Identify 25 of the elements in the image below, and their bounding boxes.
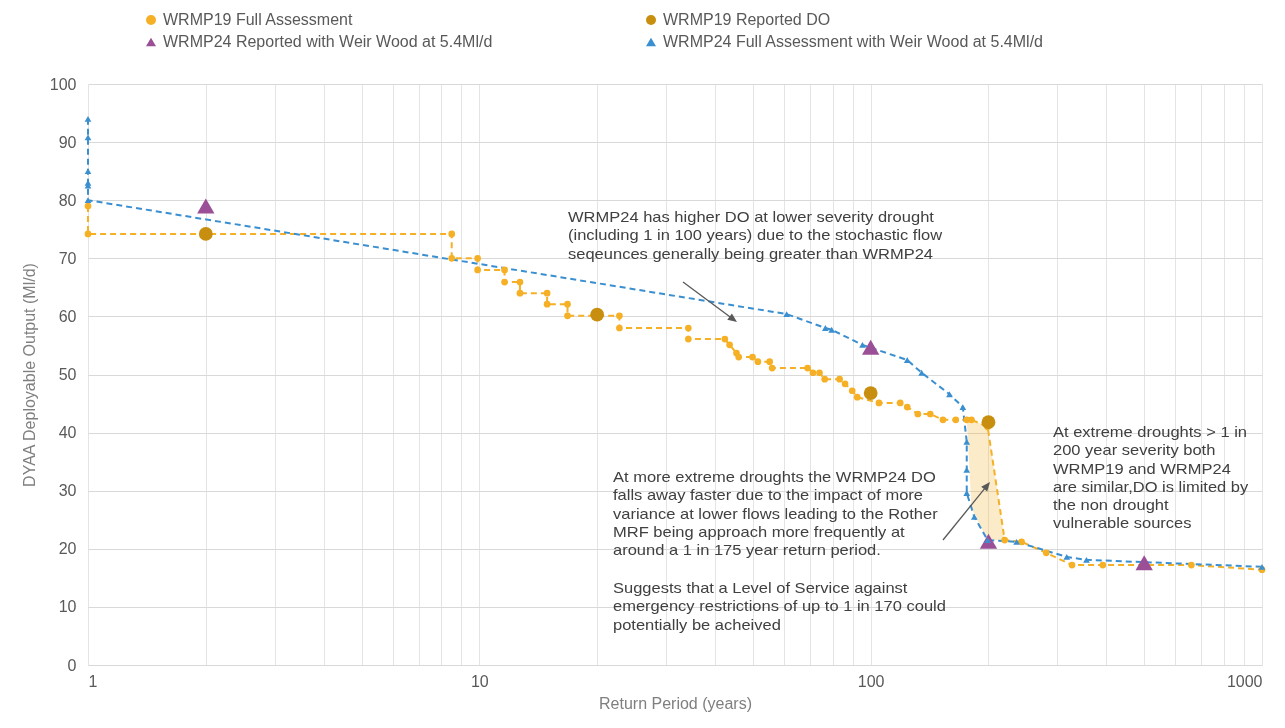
y-tick-label: 100 <box>49 75 77 93</box>
y-tick-label: 50 <box>58 366 77 383</box>
y-tick-label: 20 <box>58 540 77 558</box>
y-tick-label: 80 <box>58 191 77 209</box>
y-tick-label: 40 <box>58 424 77 442</box>
y-tick-label: 10 <box>58 598 77 616</box>
annotation: WRMP24 has higher DO at lower severity drought (including 1 in 100 years) due to the stochastic flow seqeunces generally being greater than WRMP24 <box>568 208 944 263</box>
y-tick-label: 0 <box>67 656 77 674</box>
legend-label: WRMP24 Reported with Weir Wood at 5.4Ml/d <box>163 33 493 50</box>
annotation: Suggests that a Level of Service against emergency restrictions of up to 1 in 170 could potentially be acheived <box>613 579 947 634</box>
y-axis-title: DYAA Deployable Output (Ml/d) <box>20 263 38 487</box>
y-tick-label: 90 <box>58 133 77 151</box>
legend-label: WRMP19 Full Assessment <box>163 11 353 28</box>
y-tick-label: 60 <box>58 307 77 325</box>
x-axis-title: Return Period (years) <box>599 694 752 712</box>
legend-label: WRMP24 Full Assessment with Weir Wood at 5.4Ml/d <box>663 33 1043 50</box>
x-tick-label: 10 <box>470 672 489 690</box>
annotation: At extreme droughts > 1 in 200 year severity both WRMP19 and WRMP24 are similar,DO is limited by the non drought vulnerable sources <box>1053 423 1249 533</box>
y-tick-label: 30 <box>58 482 77 500</box>
y-tick-label: 70 <box>58 249 77 267</box>
x-tick-label: 100 <box>857 672 885 690</box>
legend-label: WRMP19 Reported DO <box>663 11 831 28</box>
x-tick-label: 1000 <box>1226 672 1263 690</box>
x-tick-label: 1 <box>88 672 98 690</box>
annotation: At more extreme droughts the WRMP24 DO falls away faster due to the impact of more variance at lower flows leading to the Rother MRF being approach more frequently at around a 1 in 175 year return period. <box>613 468 939 560</box>
